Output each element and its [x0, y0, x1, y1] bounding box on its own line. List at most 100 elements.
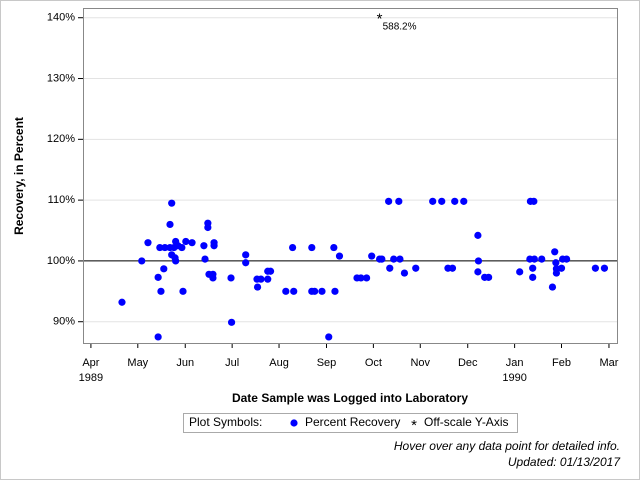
legend-symbol — [290, 419, 298, 427]
note: Hover over any data point for detailed i… — [394, 439, 620, 453]
data-point — [557, 264, 566, 272]
legend-box — [183, 413, 518, 433]
data-point — [460, 197, 468, 205]
data-point — [227, 318, 236, 326]
data-point — [538, 255, 546, 263]
x-tick-year: 1989 — [79, 372, 103, 384]
x-tick-label: Aug — [269, 357, 289, 369]
data-point — [318, 287, 326, 295]
y-tick-label: 120% — [47, 133, 75, 145]
data-point — [172, 257, 180, 265]
data-point — [201, 255, 209, 263]
data-point — [400, 269, 409, 277]
x-tick-label: Oct — [365, 357, 382, 369]
data-point — [395, 197, 403, 205]
data-point — [311, 287, 319, 295]
data-point — [529, 264, 537, 272]
data-point — [485, 273, 493, 281]
data-point — [188, 239, 196, 247]
x-tick-label: Mar — [599, 357, 618, 369]
x-tick-label: Jun — [176, 357, 194, 369]
data-point — [438, 197, 446, 205]
data-point — [242, 259, 250, 267]
y-tick-label: 140% — [47, 12, 75, 24]
data-point — [308, 243, 316, 252]
data-point — [204, 223, 212, 232]
data-point — [451, 197, 459, 205]
legend-label: Percent Recovery — [305, 415, 400, 429]
data-point — [179, 287, 187, 295]
data-point — [396, 255, 404, 263]
data-point — [330, 243, 338, 252]
legend-symbol: * — [411, 417, 417, 434]
data-point — [161, 243, 169, 252]
data-point — [282, 287, 290, 295]
data-point — [168, 199, 176, 207]
data-point — [200, 242, 208, 250]
y-tick-label: 130% — [47, 72, 75, 84]
data-point — [182, 237, 190, 246]
data-point — [166, 220, 174, 229]
data-point — [160, 265, 168, 273]
data-point — [288, 243, 297, 252]
data-point — [144, 239, 152, 247]
plot-frame — [83, 8, 618, 344]
data-point — [253, 283, 262, 291]
x-tick-label: Feb — [552, 357, 571, 369]
x-tick-label: Jan — [506, 357, 524, 369]
data-point — [290, 287, 298, 295]
data-point — [368, 252, 376, 260]
legend-label: Off-scale Y-Axis — [424, 415, 508, 429]
x-tick-label: Sep — [317, 357, 337, 369]
data-point — [385, 197, 393, 205]
data-point — [156, 243, 164, 252]
x-tick-year: 1990 — [502, 372, 526, 384]
y-tick-label: 100% — [47, 255, 75, 267]
data-point — [154, 333, 162, 341]
legend-title: Plot Symbols: — [189, 415, 262, 429]
data-point — [529, 273, 537, 281]
off-scale-marker: * — [377, 11, 383, 28]
data-point — [600, 264, 609, 272]
data-point — [154, 273, 162, 281]
data-point — [331, 287, 339, 295]
y-axis-label: Recovery, in Percent — [12, 117, 26, 235]
data-point — [242, 251, 250, 259]
data-point — [474, 231, 482, 239]
data-point — [118, 298, 126, 306]
off-scale-label: 588.2% — [383, 21, 417, 32]
data-point — [264, 275, 272, 283]
x-tick-label: Apr — [82, 357, 99, 369]
data-point — [209, 274, 217, 282]
data-point — [357, 274, 365, 282]
data-point — [552, 269, 561, 277]
data-point — [210, 242, 218, 250]
data-point — [429, 197, 437, 205]
data-point — [266, 267, 275, 275]
x-tick-label: Dec — [458, 357, 478, 369]
data-point — [474, 268, 482, 276]
x-tick-label: Nov — [410, 357, 430, 369]
data-point — [516, 268, 524, 276]
data-point — [227, 274, 235, 282]
data-point — [530, 197, 538, 205]
note: Updated: 01/13/2017 — [508, 455, 621, 469]
data-point — [257, 275, 265, 283]
data-point — [530, 255, 538, 263]
data-point — [548, 283, 557, 291]
data-point — [551, 248, 559, 256]
x-tick-label: Jul — [225, 357, 239, 369]
data-point — [378, 255, 386, 263]
data-point — [448, 264, 457, 272]
data-point — [363, 274, 371, 282]
x-tick-label: May — [127, 357, 148, 369]
data-point — [562, 255, 571, 263]
data-point — [474, 257, 483, 265]
data-point — [552, 259, 560, 267]
x-axis-label: Date Sample was Logged into Laboratory — [232, 391, 468, 405]
data-point — [325, 333, 333, 341]
data-point — [412, 264, 420, 272]
y-tick-label: 90% — [53, 316, 75, 328]
